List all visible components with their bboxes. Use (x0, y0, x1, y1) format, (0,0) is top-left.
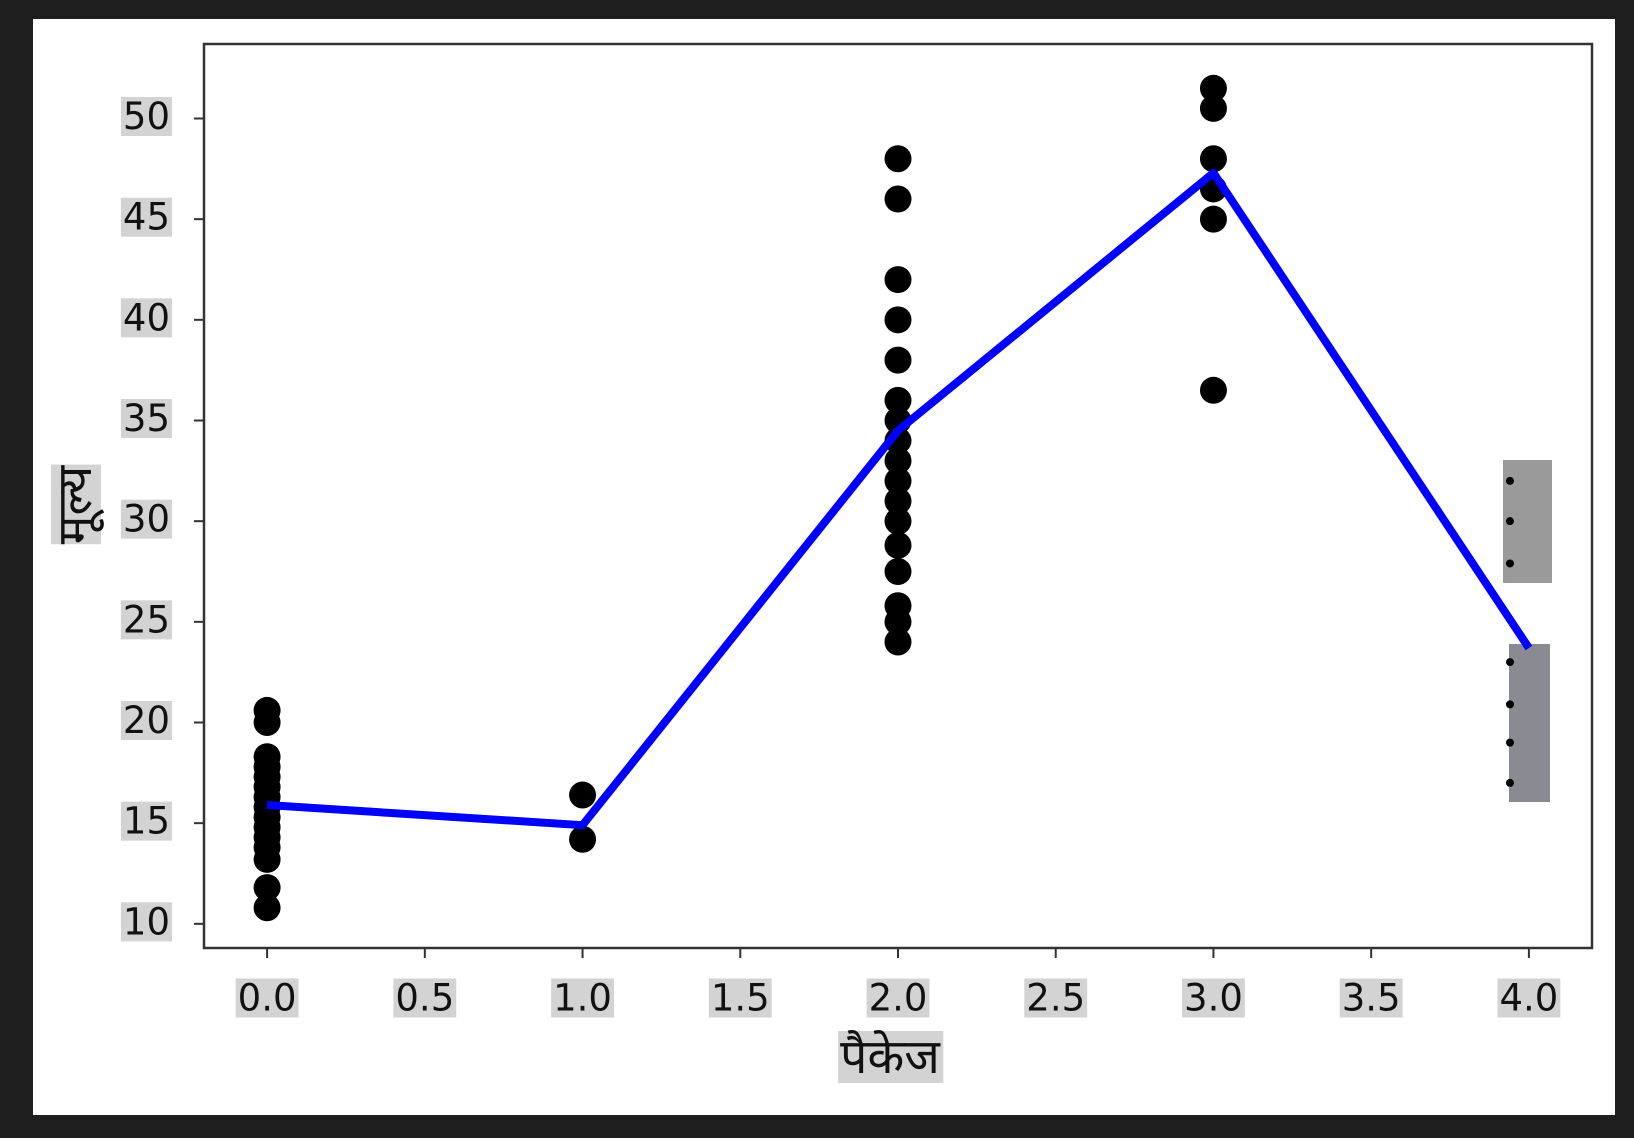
scatter-point (884, 558, 912, 586)
tick-label-bg (120, 499, 172, 539)
tick-label-bg (838, 1031, 944, 1083)
x-tick-label: 0.0 (238, 977, 297, 1020)
scatter-point (884, 628, 912, 656)
scatter-point (1505, 700, 1514, 709)
y-tick-label: 25 (123, 598, 170, 641)
scatter-point (1199, 74, 1227, 102)
x-tick-label: 1.0 (553, 977, 612, 1020)
x-tick-label: 3.0 (1184, 977, 1243, 1020)
scatter-point (1505, 559, 1514, 568)
scatter-point (884, 447, 912, 475)
scatter-point (1505, 517, 1514, 526)
scatter-point (1199, 94, 1227, 122)
y-tick-label: 40 (123, 296, 170, 339)
plot-frame (202, 42, 1594, 950)
tick-label-bg (1024, 978, 1088, 1018)
scatter-point (1505, 658, 1514, 667)
x-tick-label: 0.5 (395, 977, 454, 1020)
scatter-point (884, 592, 912, 620)
tick-label-bg (120, 197, 172, 237)
y-axis-label: मूल्य (47, 465, 105, 545)
tick-label-bg (120, 96, 172, 136)
tick-label-bg (1339, 978, 1403, 1018)
tick-label-bg (866, 978, 930, 1018)
scatter-point (1199, 145, 1227, 173)
y-tick-label: 50 (123, 95, 170, 138)
scatter-point (253, 894, 281, 922)
tick-label-bg (120, 902, 172, 942)
scatter-point (884, 386, 912, 414)
tick-label-bg (1497, 978, 1561, 1018)
scatter-point (884, 266, 912, 294)
scatter-point (884, 306, 912, 334)
line (266, 168, 1533, 830)
tick-label-bg (551, 978, 614, 1018)
tick-label-bg (708, 978, 772, 1018)
y-tick-label: 30 (123, 498, 170, 541)
y-tick-label: 45 (123, 196, 170, 239)
x-tick-label: 3.5 (1342, 977, 1401, 1020)
x-tick-label: 1.5 (711, 977, 770, 1020)
tick-label-bg (120, 701, 172, 741)
y-tick-label: 10 (123, 900, 170, 943)
scatter-point (884, 185, 912, 213)
scatter-point (884, 531, 912, 559)
scatter-point (253, 696, 281, 724)
scatter-point (569, 781, 597, 809)
scatter-point (253, 743, 281, 771)
scatter-point (1199, 376, 1227, 404)
scatter-point (884, 145, 912, 173)
y-tick-label: 15 (123, 800, 170, 843)
tick-label-bg (393, 978, 457, 1018)
axis-label-bg (51, 464, 101, 545)
y-tick-label: 35 (123, 397, 170, 440)
scatter-point (253, 874, 281, 902)
x-tick-label: 2.0 (869, 977, 928, 1020)
y-tick-label: 20 (123, 699, 170, 742)
x-axis-label: पैकेज (840, 1029, 941, 1085)
scatter-point (884, 346, 912, 374)
tick-label-bg (235, 978, 299, 1018)
x-tick-label: 4.0 (1499, 977, 1558, 1020)
scatter-point (1505, 778, 1514, 787)
overlay-box (1509, 644, 1550, 802)
scatter-point (569, 825, 597, 853)
scatter-point (1199, 205, 1227, 233)
scatter-point (884, 507, 912, 535)
scatter-point (884, 487, 912, 515)
tick-label-bg (120, 298, 172, 338)
tick-label-bg (120, 801, 172, 841)
scatter-point (1505, 476, 1514, 485)
scatter-point (1505, 738, 1514, 747)
x-tick-label: 2.5 (1026, 977, 1085, 1020)
tick-label-bg (120, 600, 172, 640)
tick-label-bg (1182, 978, 1245, 1018)
tick-label-bg (120, 398, 172, 438)
scatter-point (884, 467, 912, 495)
